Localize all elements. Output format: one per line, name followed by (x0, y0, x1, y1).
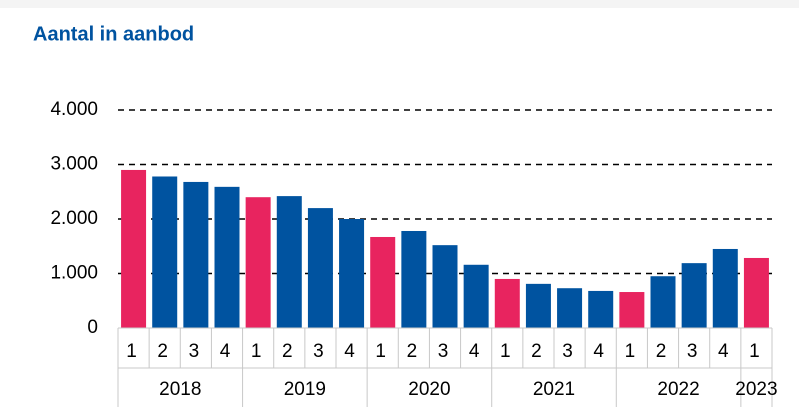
x-tick-label: 1 (749, 341, 760, 362)
year-label: 2023 (735, 379, 777, 400)
x-tick-label: 3 (189, 341, 200, 362)
bar (276, 196, 302, 328)
x-tick-label: 2 (157, 341, 168, 362)
bar (557, 288, 583, 328)
bar (307, 208, 333, 328)
bar (463, 264, 489, 328)
x-tick-label: 1 (625, 341, 636, 362)
bar (121, 169, 147, 328)
y-tick-label: 3.000 (50, 154, 98, 175)
x-tick-label: 1 (375, 341, 386, 362)
x-tick-label: 2 (531, 341, 542, 362)
bar (183, 181, 209, 328)
bar (712, 248, 738, 328)
x-tick-label: 2 (407, 341, 418, 362)
bar (432, 245, 458, 328)
bar (525, 283, 551, 328)
year-label: 2019 (284, 379, 326, 400)
x-tick-label: 1 (126, 341, 137, 362)
y-tick-label: 2.000 (50, 208, 98, 229)
x-tick-label: 1 (251, 341, 262, 362)
x-tick-label: 3 (438, 341, 449, 362)
x-tick-label: 1 (500, 341, 511, 362)
year-label: 2022 (657, 379, 699, 400)
y-tick-label: 1.000 (50, 263, 98, 284)
bar (370, 236, 396, 328)
bar (245, 197, 271, 328)
x-tick-label: 3 (313, 341, 324, 362)
x-tick-label: 4 (593, 341, 604, 362)
year-label: 2018 (159, 379, 201, 400)
x-tick-label: 4 (220, 341, 231, 362)
y-tick-label: 0 (87, 317, 98, 338)
bar (339, 219, 365, 328)
x-tick-label: 4 (469, 341, 480, 362)
bar (619, 292, 645, 328)
bar (650, 276, 676, 328)
x-tick-label: 4 (344, 341, 355, 362)
bar (588, 290, 614, 328)
x-tick-label: 2 (282, 341, 293, 362)
x-tick-label: 2 (656, 341, 667, 362)
year-label: 2020 (408, 379, 450, 400)
year-label: 2021 (533, 379, 575, 400)
bar (743, 257, 769, 328)
bar (214, 186, 240, 328)
x-tick-label: 3 (687, 341, 698, 362)
x-tick-label: 3 (562, 341, 573, 362)
bar (681, 263, 707, 328)
top-strip (0, 0, 799, 8)
bar (401, 230, 427, 328)
y-tick-label: 4.000 (50, 99, 98, 120)
chart-title: Aantal in aanbod (33, 23, 194, 45)
x-tick-label: 4 (718, 341, 729, 362)
bar (152, 176, 178, 328)
bar (494, 278, 520, 328)
